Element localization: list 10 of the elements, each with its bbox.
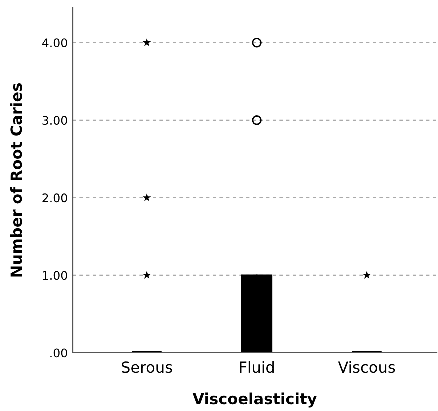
y-tick-label: 4.00 (42, 38, 68, 48)
y-tick-label: .00 (50, 348, 68, 358)
x-tick-label: Fluid (240, 361, 274, 374)
y-tick-label: 1.00 (43, 271, 68, 280)
x-tick-label: Viscous (338, 361, 396, 374)
y-tick-label: 3.00 (42, 116, 68, 126)
x-tick-label: Serous (122, 362, 172, 374)
y-tick-label: 2.00 (42, 194, 68, 203)
x-axis-title: Viscoelasticity (192, 392, 317, 408)
y-axis-title: Number of Root Caries (10, 84, 22, 277)
